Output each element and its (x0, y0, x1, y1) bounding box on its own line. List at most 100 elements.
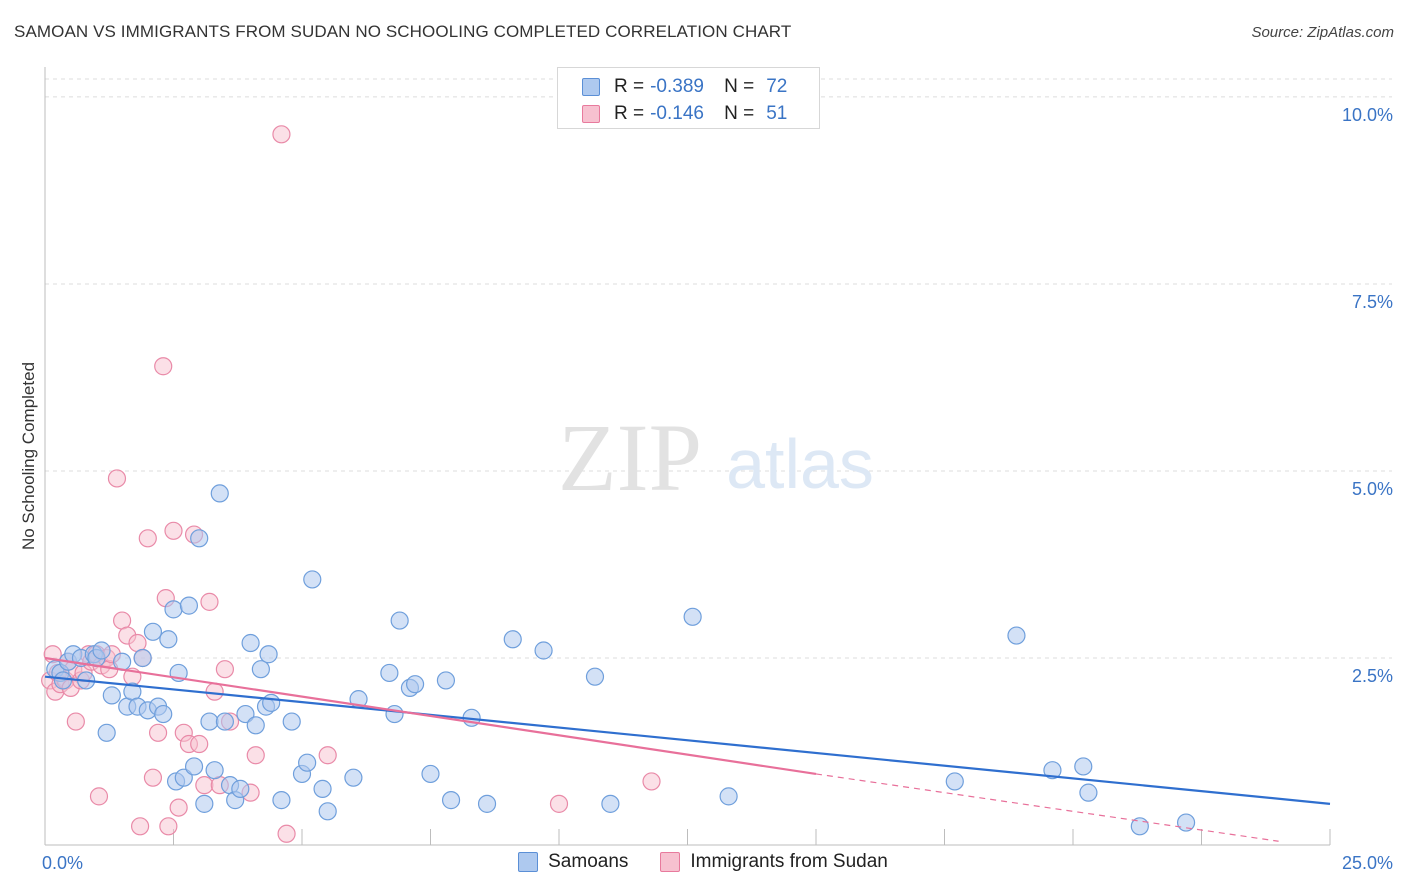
sudan-point (159, 817, 178, 836)
axes (44, 67, 1331, 846)
sudan-point (169, 798, 188, 817)
samoans-point (164, 600, 183, 619)
samoans-point (251, 660, 270, 679)
x-tick-label: 0.0% (42, 853, 83, 873)
legend-r-label: R = (614, 76, 645, 97)
watermark-atlas: atlas (726, 425, 874, 503)
y-tick-label: 10.0% (1342, 105, 1393, 125)
samoans-point (298, 753, 317, 772)
samoans-point (92, 641, 111, 660)
samoans-point (534, 641, 553, 660)
sudan-point (89, 787, 109, 806)
sudan-point (318, 746, 337, 765)
samoans-point (385, 704, 404, 724)
legend-swatch-sudan (660, 852, 681, 872)
samoans-point (53, 671, 73, 690)
y-tick-labels: 2.5% 5.0% 7.5% 10.0% (1342, 105, 1393, 686)
samoans-point (259, 645, 278, 664)
legend-r-value: -0.146 (650, 103, 704, 124)
legend-r-value: -0.389 (650, 76, 704, 97)
samoans-point (405, 675, 425, 694)
samoans-point (601, 794, 620, 813)
samoans-point (436, 671, 456, 690)
y-tick-label: 5.0% (1352, 479, 1393, 499)
sudan-point (143, 768, 163, 787)
samoans-point (154, 704, 173, 724)
sudan-point (154, 357, 173, 376)
samoans-point (215, 712, 234, 731)
x-tick-label: 25.0% (1342, 853, 1393, 873)
watermark-zip: ZIP (558, 404, 702, 511)
samoans-point (210, 484, 229, 503)
legend-swatch-sudan (582, 105, 600, 123)
legend-label-sudan: Immigrants from Sudan (690, 851, 888, 872)
samoans-point (318, 802, 337, 821)
samoans-point (236, 704, 255, 724)
samoans-point (97, 723, 116, 742)
samoans-point (380, 663, 399, 683)
samoans-point (313, 779, 332, 798)
samoans-point (421, 764, 440, 784)
samoans-point (1176, 813, 1196, 832)
samoans-point (195, 794, 214, 813)
samoans-point (143, 622, 163, 641)
legend-label-samoans: Samoans (548, 851, 629, 872)
sudan-trend-line (44, 656, 817, 776)
samoans-point (272, 791, 291, 810)
legend-n-value: 72 (766, 76, 788, 97)
samoans-point (1074, 757, 1093, 776)
sudan-point (107, 469, 127, 488)
y-axis-label: No Schooling Completed (19, 362, 38, 550)
samoans-point (344, 768, 363, 787)
watermark: ZIP atlas (558, 404, 874, 511)
sudan-point (272, 125, 291, 144)
legend-r-label: R = (614, 103, 645, 124)
samoans-point (246, 716, 265, 735)
samoans-point (184, 757, 204, 776)
x-tick-labels: 0.0% 25.0% (42, 853, 1393, 873)
y-tick-label: 2.5% (1352, 666, 1393, 686)
samoans-point (241, 633, 260, 653)
sudan-point (164, 521, 183, 540)
samoans-point (945, 772, 964, 791)
samoans-point (231, 779, 250, 798)
correlation-legend: R = -0.389 N = 72 R = -0.146 N = 51 (557, 67, 820, 129)
legend-n-value: 51 (766, 103, 788, 124)
samoans-point (159, 630, 178, 649)
sudan-point (190, 734, 209, 754)
gridlines (45, 78, 1392, 659)
sudan-point (148, 723, 168, 742)
sudan-point (138, 529, 157, 548)
sudan-point (200, 592, 219, 611)
sudan-point (246, 746, 265, 765)
legend-row-samoans: R = -0.389 N = 72 (582, 74, 787, 100)
samoans-point (174, 768, 193, 787)
sudan-point (130, 817, 150, 836)
legend-swatch-samoans (518, 852, 539, 872)
legend-row-sudan: R = -0.146 N = 51 (582, 101, 787, 127)
legend-item-sudan: Immigrants from Sudan (660, 851, 888, 873)
legend-n-label: N = (724, 76, 755, 97)
legend-item-samoans: Samoans (518, 851, 628, 873)
samoans-point (585, 667, 605, 686)
samoans-point (441, 791, 461, 810)
legend-swatch-samoans (582, 78, 600, 96)
samoans-point (1079, 783, 1098, 802)
trend-lines (44, 656, 1331, 842)
samoans-point (200, 712, 219, 731)
chart-title: SAMOAN VS IMMIGRANTS FROM SUDAN NO SCHOO… (14, 22, 792, 41)
samoans-point (303, 570, 322, 589)
source-label: Source: ZipAtlas.com (1251, 24, 1394, 41)
samoans-point (190, 529, 209, 548)
sudan-trend-extension (815, 773, 1279, 842)
samoans-point (390, 611, 409, 630)
sudan-point (66, 712, 85, 731)
sudan-point (205, 682, 224, 701)
samoans-point (282, 712, 301, 731)
samoans-point (1007, 626, 1026, 645)
samoans-point (477, 794, 497, 813)
series-legend: Samoans Immigrants from Sudan (0, 851, 1406, 873)
samoans-point (719, 787, 738, 806)
sudan-point (195, 776, 214, 795)
